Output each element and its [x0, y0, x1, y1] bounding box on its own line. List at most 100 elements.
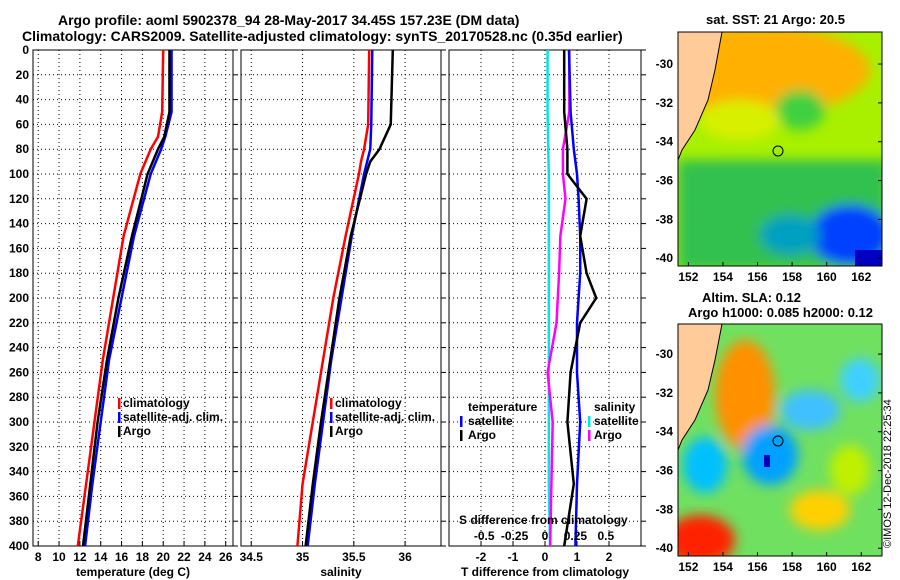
y-tick-label: 200 [9, 291, 29, 305]
axes-frame [448, 49, 642, 547]
map-lat-label: -36 [656, 464, 674, 478]
y-tick-label: 320 [9, 440, 29, 454]
x-tick-label: 1 [574, 550, 581, 564]
legend-marker [460, 416, 463, 427]
y-tick-label: 220 [9, 316, 29, 330]
legend-marker [118, 426, 121, 437]
y-tick-label: 240 [9, 341, 29, 355]
profile-location-marker [772, 435, 784, 447]
x-axis-label: temperature (deg C) [76, 565, 190, 579]
legend-label: Argo [123, 424, 151, 438]
legend-label: satellite [594, 414, 639, 428]
y-tick-label: 400 [9, 539, 29, 553]
y-tick-label: 40 [16, 93, 30, 107]
legend-title-salinity: salinity [594, 400, 636, 414]
x-axis-label: salinity [320, 565, 362, 579]
map-lon-label: 160 [817, 560, 837, 574]
x-tick-label: 18 [136, 550, 150, 564]
y-tick-label: 0 [22, 43, 29, 57]
map-lon-label: 152 [678, 270, 698, 284]
series-line-t-argo [562, 50, 598, 547]
y-tick-label: 260 [9, 365, 29, 379]
x-tick-label: -1 [508, 550, 519, 564]
series-line-t-satellite [567, 49, 582, 547]
y-tick-label: 340 [9, 465, 29, 479]
sla-map [678, 324, 882, 556]
map-lon-label: 158 [782, 270, 802, 284]
map-lon-label: 154 [713, 560, 733, 574]
legend-label: climatology [123, 396, 190, 410]
map-lat-label: -38 [656, 502, 674, 516]
legend-label: satellite-adj. clim. [335, 410, 435, 424]
legend-marker [460, 430, 463, 441]
y-tick-label: 120 [9, 192, 29, 206]
legend-marker [330, 398, 333, 409]
map-lon-label: 154 [713, 270, 733, 284]
legend-label: satellite [468, 414, 513, 428]
x-tick-label: 34.5 [240, 550, 264, 564]
y-tick-label: 100 [9, 167, 29, 181]
credit: ©IMOS 12-Dec-2018 22:25:34 [882, 399, 894, 548]
x-tick-label: 8 [35, 550, 42, 564]
y-tick-label: 160 [9, 241, 29, 255]
map-lat-label: -40 [656, 541, 674, 555]
legend-label: Argo [594, 428, 622, 442]
map-lon-label: 162 [851, 560, 871, 574]
axes-frame [32, 49, 234, 547]
legend-label: Argo [335, 424, 363, 438]
x-tick-label: 10 [52, 550, 66, 564]
x-tick-label: -2 [476, 550, 487, 564]
y-tick-label: 80 [16, 142, 30, 156]
x-tick-label: 14 [94, 550, 108, 564]
map-lat-label: -32 [656, 96, 674, 110]
map-lat-label: -30 [656, 347, 674, 361]
x-tick-label: 2 [606, 550, 613, 564]
y-tick-label: 380 [9, 514, 29, 528]
x2-tick-label: -0.5 [474, 529, 495, 543]
sla-map-subtitle: Argo h1000: 0.085 h2000: 0.12 [688, 305, 873, 320]
legend-marker [330, 412, 333, 423]
x2-tick-label: 0 [542, 529, 549, 543]
map-lat-label: -38 [656, 212, 674, 226]
y-tick-label: 180 [9, 266, 29, 280]
x-tick-label: 26 [219, 550, 233, 564]
series-line-s-argo [546, 50, 571, 547]
y-tick-label: 300 [9, 415, 29, 429]
y-tick-label: 140 [9, 217, 29, 231]
legend-label: satellite-adj. clim. [123, 410, 223, 424]
x-tick-label: 16 [115, 550, 129, 564]
map-lat-label: -30 [656, 57, 674, 71]
legend-title-temperature: temperature [468, 400, 538, 414]
legend-marker [330, 426, 333, 437]
map-lon-label: 158 [782, 560, 802, 574]
legend-label: Argo [468, 428, 496, 442]
x-tick-label: 12 [73, 550, 87, 564]
legend-marker [118, 398, 121, 409]
x2-tick-label: 0.25 [564, 529, 588, 543]
title-line1: Argo profile: aoml 5902378_94 28-May-201… [58, 12, 520, 28]
y-tick-label: 60 [16, 117, 30, 131]
map-lon-label: 162 [851, 270, 871, 284]
axes-frame [240, 49, 442, 547]
map-lat-label: -36 [656, 174, 674, 188]
x2-axis-label: S difference from climatology [459, 513, 628, 527]
y-tick-label: 20 [16, 68, 30, 82]
map-lat-label: -34 [656, 135, 674, 149]
series-line-satellite-adj-clim- [83, 50, 173, 547]
panel-1: 8 10 12 14 16 18 20 22 24 26020406080100120140160… [9, 43, 238, 579]
map-lat-label: -32 [656, 386, 674, 400]
x-tick-label: 36 [398, 550, 412, 564]
x2-tick-label: -0.25 [501, 529, 529, 543]
x-tick-label: 35.5 [342, 550, 366, 564]
panel-2: 34.5 35 35.5 36 salinity climatologysatellite… [240, 49, 446, 579]
series-line-climatology [76, 49, 165, 547]
legend-marker [118, 412, 121, 423]
profile-location-marker [772, 145, 784, 157]
map-lat-label: -34 [656, 425, 674, 439]
x-tick-label: 22 [177, 550, 191, 564]
panel-3: -2 -1 0 1 2T difference from climatology temp… [448, 49, 646, 579]
sst-map-title: sat. SST: 21 Argo: 20.5 [706, 12, 845, 27]
